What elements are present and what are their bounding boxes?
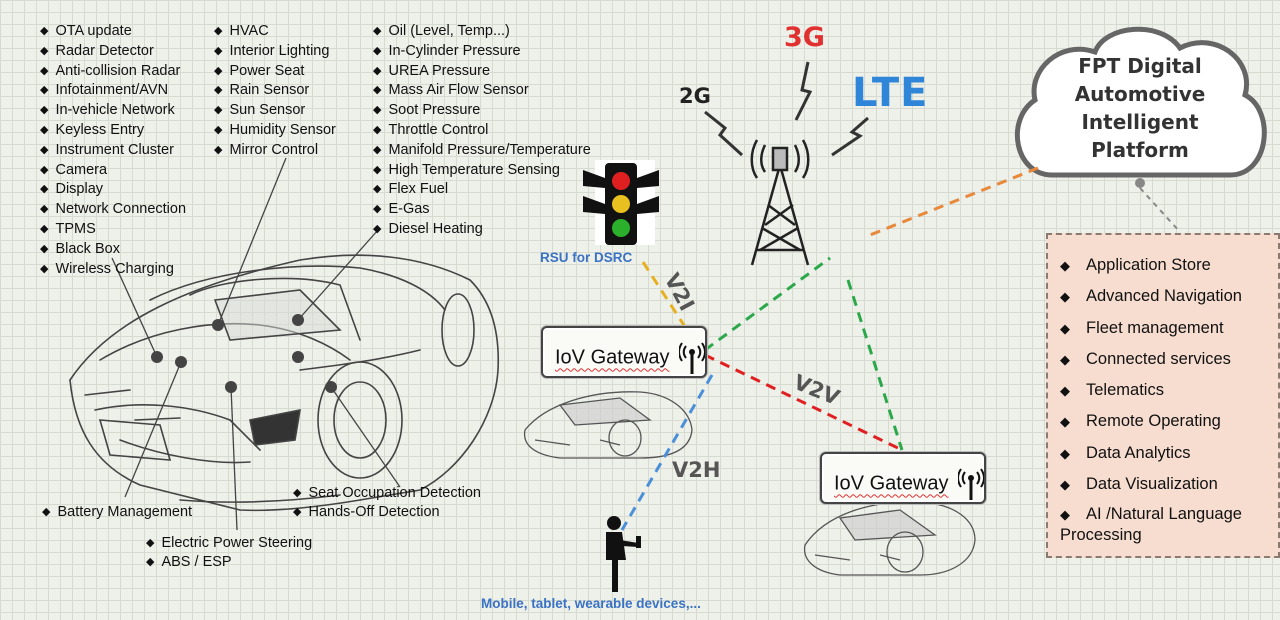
feature-item: Anti-collision Radar: [40, 62, 186, 82]
service-item: Fleet management: [1060, 313, 1280, 344]
cloud-shape: [1014, 26, 1267, 188]
cloud-title-line: Automotive: [1074, 82, 1206, 106]
lte-link-2: [846, 279, 904, 451]
feature-item: Camera: [40, 161, 186, 181]
seat-occupation-label: Seat Occupation Detection: [293, 485, 481, 501]
cloud-title-line: Platform: [1091, 138, 1189, 162]
iov-gateway-label: IoV Gateway: [834, 472, 949, 495]
lte-link-1: [704, 256, 831, 352]
main-car-sketch: [69, 254, 500, 512]
feature-list-col1: OTA update Radar Detector Anti-collision…: [40, 22, 186, 279]
service-item: Data Visualization: [1060, 469, 1280, 500]
feature-item: Network Connection: [40, 200, 186, 220]
cloud-link: [869, 166, 1039, 237]
gateway-car-sketch-1: [523, 391, 693, 459]
feature-item: Oil (Level, Temp...): [373, 22, 591, 42]
label-2g: 2G: [679, 84, 711, 108]
feature-item: Instrument Cluster: [40, 141, 186, 161]
service-item: Application Store: [1060, 250, 1280, 281]
feature-item: Mass Air Flow Sensor: [373, 81, 591, 101]
service-item: Advanced Navigation: [1060, 281, 1280, 312]
feature-item: Flex Fuel: [373, 180, 591, 200]
feature-item: In-Cylinder Pressure: [373, 42, 591, 62]
feature-item: Diesel Heating: [373, 220, 591, 240]
mobile-devices-label: Mobile, tablet, wearable devices,...: [481, 596, 701, 611]
hands-off-label: Hands-Off Detection: [293, 504, 439, 520]
service-item: Telematics: [1060, 375, 1280, 406]
antenna-icon: [679, 342, 706, 374]
rsu-label: RSU for DSRC: [540, 250, 633, 265]
feature-item: Throttle Control: [373, 121, 591, 141]
cell-tower: [750, 139, 810, 266]
feature-item: Infotainment/AVN: [40, 81, 186, 101]
feature-item: Radar Detector: [40, 42, 186, 62]
cloud-title-line: Intelligent: [1081, 110, 1199, 134]
v2h-link: [620, 374, 714, 531]
feature-item: E-Gas: [373, 200, 591, 220]
power-steering-label: Electric Power Steering: [146, 535, 312, 551]
service-item: Remote Operating: [1060, 406, 1280, 437]
feature-item: Keyless Entry: [40, 121, 186, 141]
cloud-title-line: FPT Digital: [1078, 54, 1202, 78]
battery-management-label: Battery Management: [42, 504, 192, 520]
feature-item: Sun Sensor: [214, 101, 336, 121]
leader-lines: [111, 157, 401, 531]
v2v-link: [704, 353, 903, 452]
person-figure: [606, 516, 641, 592]
feature-item: OTA update: [40, 22, 186, 42]
feature-item: HVAC: [214, 22, 336, 42]
service-item: Data Analytics: [1060, 438, 1280, 469]
feature-item: Rain Sensor: [214, 81, 336, 101]
feature-item: Manifold Pressure/Temperature: [373, 141, 590, 161]
feature-list-col3: Oil (Level, Temp...) In-Cylinder Pressur…: [373, 22, 591, 240]
feature-item: Mirror Control: [214, 141, 336, 161]
feature-item: Humidity Sensor: [214, 121, 335, 141]
feature-item: Interior Lighting: [214, 42, 336, 62]
iov-gateway-1: IoV Gateway: [541, 326, 707, 378]
feature-item: Power Seat: [214, 62, 336, 82]
service-item: Connected services: [1060, 344, 1280, 375]
v2h-label: V2H: [672, 458, 721, 482]
feature-item: Black Box: [40, 240, 186, 260]
signal-bolts: [704, 61, 869, 157]
feature-item: TPMS: [40, 220, 186, 240]
feature-item: High Temperature Sensing: [373, 161, 591, 181]
gateway-car-sketch-2: [803, 501, 976, 576]
cloud-platform-title: FPT Digital Automotive Intelligent Platf…: [1052, 52, 1228, 164]
iov-gateway-label: IoV Gateway: [555, 346, 670, 369]
feature-item: UREA Pressure: [373, 62, 591, 82]
feature-item: Display: [40, 180, 186, 200]
label-3g: 3G: [784, 22, 825, 53]
services-list: Application Store Advanced Navigation Fl…: [1060, 250, 1280, 546]
feature-list-col2: HVAC Interior Lighting Power Seat Rain S…: [214, 22, 336, 161]
cloud-service-link: [1139, 187, 1181, 233]
label-lte: LTE: [852, 70, 929, 116]
service-item: AI /Natural Language Processing: [1060, 500, 1280, 546]
feature-item: In-vehicle Network: [40, 101, 186, 121]
traffic-light: [583, 160, 659, 245]
feature-item: Soot Pressure: [373, 101, 591, 121]
feature-item: Wireless Charging: [40, 260, 186, 280]
antenna-icon: [958, 468, 985, 500]
abs-esp-label: ABS / ESP: [146, 554, 231, 570]
iov-gateway-2: IoV Gateway: [820, 452, 986, 504]
